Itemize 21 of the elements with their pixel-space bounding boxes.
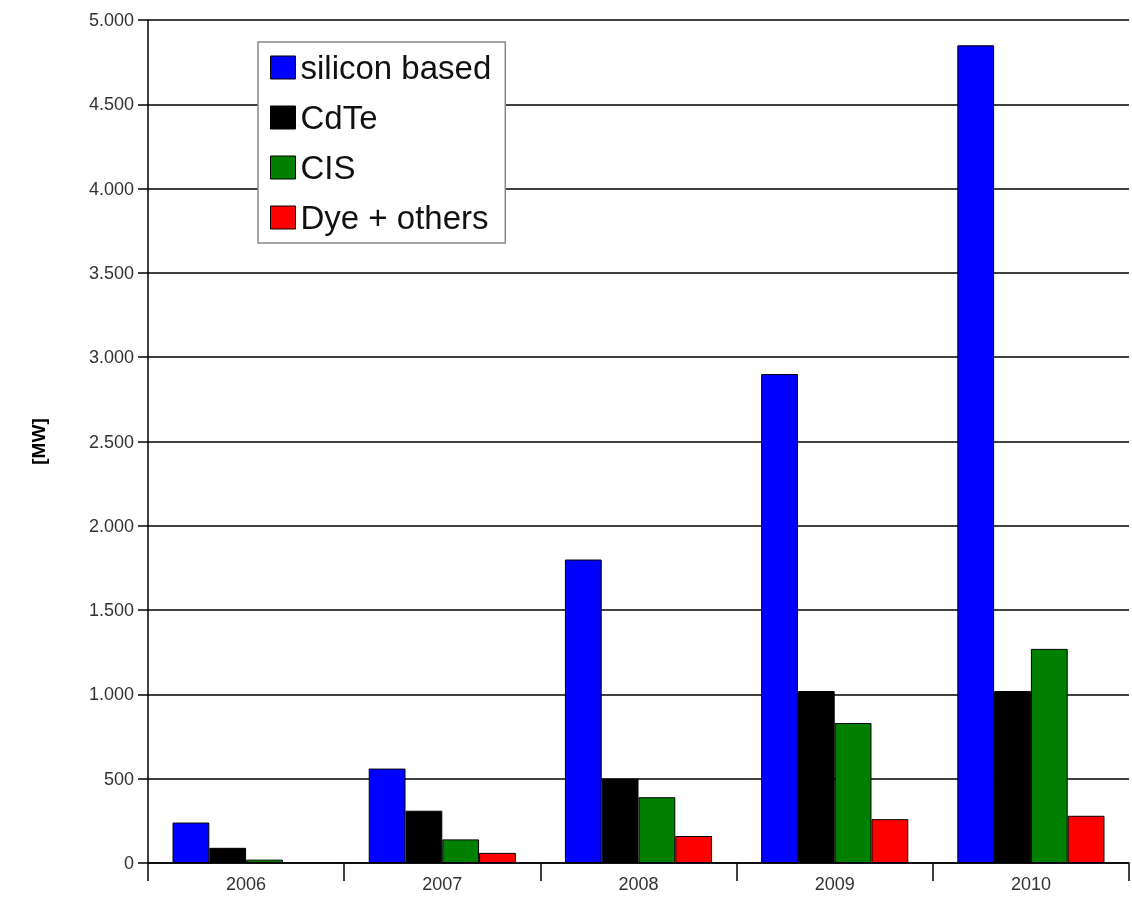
- y-tick-label: 500: [103, 768, 134, 789]
- x-tick-label: 2010: [1010, 874, 1051, 894]
- legend-label: CIS: [300, 149, 356, 186]
- x-tick-label: 2007: [422, 874, 463, 894]
- y-tick-label: 1.500: [88, 600, 134, 621]
- x-tick-label: 2006: [226, 874, 267, 894]
- y-tick-label: 4.000: [88, 178, 134, 199]
- legend-label: Dye + others: [300, 199, 489, 236]
- legend-label: silicon based: [300, 49, 492, 86]
- legend-label: CdTe: [300, 99, 378, 136]
- y-axis-title: [MW]: [28, 418, 49, 465]
- y-tick-label: 4.500: [88, 94, 134, 115]
- y-tick-label: 5.000: [88, 10, 134, 30]
- y-tick-label: 2.000: [88, 515, 134, 536]
- y-tick-label: 2.500: [88, 431, 134, 452]
- x-tick-label: 2008: [618, 874, 659, 894]
- y-tick-label: 3.500: [88, 262, 134, 283]
- y-tick-label: 1.000: [88, 684, 134, 705]
- y-tick-label: 3.000: [88, 347, 134, 368]
- x-tick-label: 2009: [814, 874, 855, 894]
- y-tick-label: 0: [123, 853, 134, 873]
